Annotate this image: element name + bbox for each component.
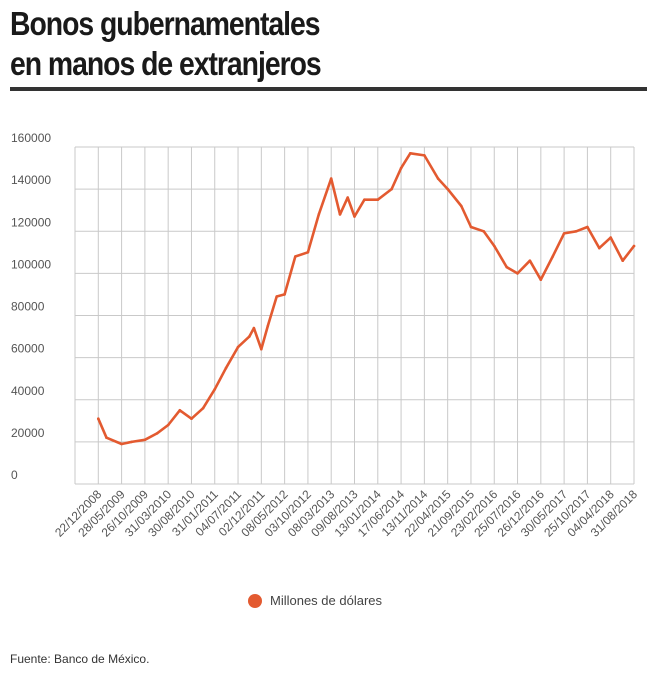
- y-tick-label: 20000: [11, 426, 45, 440]
- data-point: [446, 187, 450, 191]
- data-point: [469, 225, 473, 229]
- data-point: [190, 417, 193, 421]
- chart-title-line-1: Bonos gubernamentales: [10, 5, 321, 42]
- series-line: [97, 152, 636, 446]
- chart-title: Bonos gubernamentales en manos de extran…: [10, 4, 322, 84]
- y-tick-label: 160000: [11, 131, 51, 145]
- data-point: [306, 251, 310, 254]
- data-point: [155, 432, 159, 435]
- data-point: [338, 213, 342, 216]
- y-tick-label: 80000: [11, 300, 45, 314]
- data-point: [266, 324, 270, 328]
- data-point: [353, 215, 356, 218]
- data-point: [562, 232, 566, 235]
- title-divider: [10, 87, 647, 91]
- data-point: [376, 198, 380, 201]
- line-chart: 0 20000 40000 60000 80000 100000 120000 140000 1…: [11, 131, 640, 540]
- data-point: [213, 387, 217, 391]
- legend-label: Millones de dólares: [270, 593, 383, 608]
- data-point: [505, 265, 509, 269]
- data-point: [621, 259, 624, 263]
- data-point: [252, 326, 256, 330]
- data-point: [224, 366, 228, 370]
- source-note: Fuente: Banco de México.: [10, 652, 150, 666]
- data-point: [409, 152, 412, 155]
- chart-title-line-2: en manos de extranjeros: [10, 45, 322, 82]
- y-tick-label: 0: [11, 468, 18, 482]
- y-axis-tick-labels: 0 20000 40000 60000 80000 100000 120000 140000 1…: [11, 131, 51, 482]
- data-point: [423, 154, 426, 157]
- data-point: [294, 255, 297, 258]
- data-point: [236, 345, 240, 349]
- y-tick-label: 40000: [11, 384, 45, 398]
- data-point: [97, 417, 100, 421]
- legend: Millones de dólares: [248, 593, 382, 608]
- data-point: [436, 177, 440, 180]
- data-point: [516, 272, 519, 275]
- data-point: [574, 230, 578, 233]
- data-point: [248, 335, 251, 338]
- data-point: [493, 244, 496, 248]
- data-point: [551, 255, 554, 258]
- data-point: [283, 293, 286, 296]
- data-point: [166, 423, 170, 427]
- data-point: [390, 187, 393, 191]
- y-tick-label: 120000: [11, 215, 51, 229]
- y-tick-label: 140000: [11, 173, 51, 187]
- data-point: [120, 442, 123, 446]
- data-point: [539, 278, 543, 282]
- data-point: [399, 166, 403, 170]
- y-tick-label: 60000: [11, 342, 45, 356]
- data-point: [275, 295, 279, 298]
- y-tick-label: 100000: [11, 257, 51, 271]
- data-point: [586, 225, 589, 229]
- data-point: [105, 436, 108, 440]
- data-point: [143, 438, 147, 442]
- data-point: [260, 347, 263, 351]
- data-point: [482, 230, 486, 233]
- data-point: [609, 236, 612, 239]
- data-point: [346, 196, 350, 199]
- data-point: [329, 177, 333, 180]
- x-axis-tick-labels: 22/12/200828/05/200926/10/200931/03/2010…: [52, 487, 640, 540]
- data-point: [130, 440, 133, 444]
- data-point: [178, 409, 182, 412]
- data-point: [598, 246, 601, 250]
- data-point: [201, 406, 205, 410]
- data-point: [317, 213, 321, 216]
- legend-marker: [248, 593, 262, 608]
- grid-lines: [74, 146, 635, 485]
- series-layer: [97, 152, 636, 446]
- data-point: [632, 244, 636, 248]
- data-point: [460, 204, 463, 208]
- data-point: [363, 198, 366, 201]
- data-point: [528, 259, 532, 263]
